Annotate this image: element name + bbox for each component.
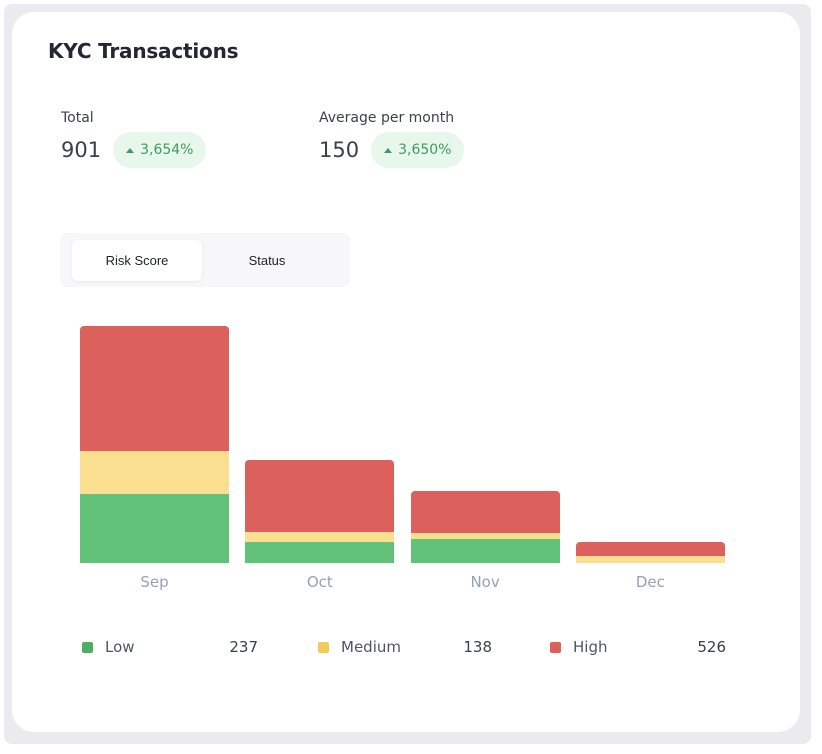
stacked-bar-chart bbox=[80, 300, 725, 563]
stat-average-value: 150 bbox=[319, 138, 360, 162]
stat-total-value: 901 bbox=[61, 138, 102, 162]
stat-average-label: Average per month bbox=[319, 110, 455, 126]
chart-legend: Low 237 Medium 138 High 526 bbox=[82, 638, 726, 658]
bar-segment-low[interactable] bbox=[245, 541, 395, 563]
bar-segment-high[interactable] bbox=[245, 459, 395, 532]
stat-average-change: 3,650% bbox=[398, 142, 452, 158]
bar-segment-medium[interactable] bbox=[80, 451, 229, 494]
bar-segment-high[interactable] bbox=[80, 326, 229, 451]
legend-value-medium: 138 bbox=[463, 638, 492, 656]
tab-status[interactable]: Status bbox=[248, 252, 286, 268]
bar-segment-medium[interactable] bbox=[575, 555, 725, 563]
legend-item-medium: Medium bbox=[318, 638, 401, 656]
bar-segment-low[interactable] bbox=[410, 539, 560, 563]
bar-segment-high[interactable] bbox=[575, 541, 725, 556]
legend-swatch-low bbox=[82, 641, 93, 653]
legend-item-high: High bbox=[550, 638, 607, 656]
bar-segment-high[interactable] bbox=[410, 491, 560, 534]
card-title: KYC Transactions bbox=[48, 39, 239, 63]
legend-label-high: High bbox=[573, 638, 608, 656]
x-axis-label: Nov bbox=[470, 573, 500, 591]
legend-swatch-medium bbox=[318, 641, 329, 653]
stat-total-change: 3,654% bbox=[140, 142, 194, 158]
bar-sep[interactable] bbox=[80, 326, 229, 563]
stat-total-change-badge: 3,654% bbox=[113, 132, 207, 168]
bar-oct[interactable] bbox=[245, 459, 395, 563]
stat-total: Total 901 3,654% bbox=[61, 110, 207, 168]
bar-nov[interactable] bbox=[410, 491, 560, 563]
stat-average: Average per month 150 3,650% bbox=[319, 110, 465, 168]
triangle-up-icon bbox=[126, 147, 135, 153]
legend-value-high: 526 bbox=[697, 638, 726, 656]
legend-label-medium: Medium bbox=[341, 638, 401, 656]
bar-segment-medium[interactable] bbox=[410, 533, 560, 540]
triangle-up-icon bbox=[384, 147, 393, 153]
legend-label-low: Low bbox=[105, 638, 135, 656]
x-axis-label: Sep bbox=[140, 573, 169, 591]
bar-segment-low[interactable] bbox=[80, 493, 229, 563]
x-axis-label: Oct bbox=[306, 573, 333, 591]
legend-swatch-high bbox=[550, 641, 561, 653]
legend-item-low: Low bbox=[82, 638, 135, 656]
bar-segment-medium[interactable] bbox=[245, 531, 395, 542]
bar-dec[interactable] bbox=[575, 541, 725, 563]
legend-value-low: 237 bbox=[229, 638, 258, 656]
x-axis-label: Dec bbox=[635, 573, 665, 591]
stat-average-change-badge: 3,650% bbox=[371, 132, 465, 168]
tab-risk-score[interactable]: Risk Score bbox=[72, 239, 202, 281]
stat-total-label: Total bbox=[61, 110, 94, 126]
chart-view-toggle: Risk Score Status bbox=[60, 233, 350, 287]
